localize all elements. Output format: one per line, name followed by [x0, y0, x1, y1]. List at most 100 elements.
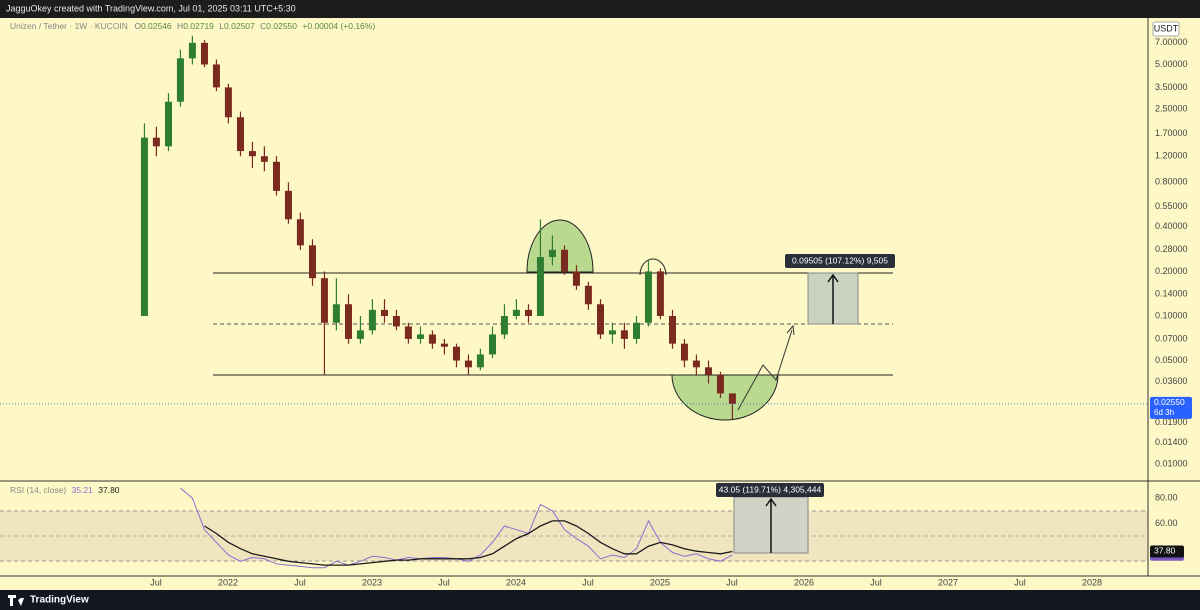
candle-body	[692, 360, 700, 368]
candle-body	[572, 271, 580, 286]
candle-body	[224, 87, 232, 118]
arrow-head	[786, 324, 795, 336]
candle-body	[644, 271, 652, 323]
rsi-tick-label: 60.00	[1155, 518, 1178, 528]
y-tick-label: 0.03600	[1155, 376, 1188, 386]
y-tick-label: 0.14000	[1155, 289, 1188, 299]
candle-body	[536, 257, 544, 316]
candle-body	[188, 42, 196, 59]
candle-body	[476, 354, 484, 368]
x-tick-label: 2028	[1082, 577, 1102, 587]
candle-body	[416, 334, 424, 339]
arrow-head	[827, 273, 839, 283]
y-tick-label: 3.50000	[1155, 82, 1188, 92]
author-line: JagguOkey created with TradingView.com, …	[6, 3, 296, 13]
rsi-badge	[1150, 545, 1184, 558]
x-tick-label: Jul	[294, 577, 306, 587]
x-tick-label: 2023	[362, 577, 382, 587]
y-tick-label: 0.01900	[1155, 417, 1188, 427]
candle-body	[596, 304, 604, 335]
currency-box	[1152, 21, 1180, 37]
x-tick-label: 2025	[650, 577, 670, 587]
top-bar	[0, 0, 1200, 18]
y-tick-label: 7.00000	[1155, 37, 1188, 47]
x-tick-label: Jul	[150, 577, 162, 587]
rsi-title: RSI (14, close)	[10, 485, 66, 495]
candle-body	[404, 326, 412, 339]
candle-body	[428, 334, 436, 344]
ma-readout: 37.80	[98, 485, 120, 495]
y-tick-label: 0.20000	[1155, 266, 1188, 276]
y-tick-label: 0.05000	[1155, 355, 1188, 365]
candle-body	[296, 219, 304, 246]
y-tick-label: 1.20000	[1155, 151, 1188, 161]
candle-body	[164, 101, 172, 147]
measure-label: 0.09505 (107.12%) 9,505	[792, 255, 888, 265]
candle-body	[308, 245, 316, 279]
y-tick-label: 0.07000	[1155, 333, 1188, 343]
rsi-line	[204, 520, 733, 566]
x-tick-label: Jul	[1014, 577, 1026, 587]
candle-body	[392, 315, 400, 327]
candle-body	[212, 64, 220, 88]
candle-body	[668, 315, 676, 344]
candle-body	[464, 360, 472, 368]
candle-body	[716, 374, 724, 394]
x-tick-label: Jul	[438, 577, 450, 587]
measure-label: 43.05 (119.71%) 4,305,444	[719, 484, 822, 494]
drawing-arc	[639, 258, 667, 276]
y-tick-label: 0.01000	[1155, 458, 1188, 468]
candle-body	[680, 343, 688, 361]
candle-body	[632, 322, 640, 339]
rsi-badge-label: 37.80	[1154, 546, 1176, 556]
readout-value: 0.02550	[266, 21, 297, 31]
countdown: 6d 3h	[1154, 408, 1174, 417]
change: +0.00004 (+0.16%)	[302, 21, 375, 31]
arrow-head	[765, 497, 777, 507]
y-tick-label: 2.50000	[1155, 103, 1188, 113]
projection-arrow	[737, 329, 793, 411]
candle-body	[248, 151, 256, 157]
measure-label-box	[785, 254, 895, 268]
candle-body	[452, 346, 460, 361]
measure-label-box	[716, 483, 824, 497]
candle-body	[332, 304, 340, 323]
readout-value: 0.02507	[224, 21, 255, 31]
readout-value: 0.02546	[141, 21, 172, 31]
currency: USDT	[1154, 23, 1179, 33]
footer-brand: TradingView	[30, 595, 89, 606]
candle-body	[152, 137, 160, 147]
y-tick-label: 5.00000	[1155, 59, 1188, 69]
symbol: Unizen / Tether · 1W · KUCOIN	[10, 21, 128, 31]
candle-body	[140, 137, 148, 316]
rsi-tick-label: 80.00	[1155, 493, 1178, 503]
candle-body	[380, 309, 388, 316]
candle-body	[200, 42, 208, 65]
candle-body	[584, 285, 592, 305]
y-tick-label: 0.01400	[1155, 437, 1188, 447]
y-tick-label: 0.55000	[1155, 201, 1188, 211]
candle-body	[560, 249, 568, 272]
candle-body	[608, 330, 616, 335]
last-price-badge	[1150, 396, 1192, 419]
candle-body	[356, 330, 364, 339]
candle-body	[440, 343, 448, 347]
candle-body	[704, 367, 712, 375]
candle-body	[320, 278, 328, 323]
readout-key: H	[177, 21, 183, 31]
logo-icon	[8, 595, 24, 606]
y-tick-label: 0.80000	[1155, 177, 1188, 187]
candle-body	[272, 161, 280, 191]
candle-body	[524, 309, 532, 316]
last-price-label: 0.02550	[1154, 397, 1185, 407]
y-tick-label: 0.28000	[1155, 244, 1188, 254]
rsi-legend: RSI (14, close) 35.21 37.80	[10, 485, 120, 495]
candle-body	[500, 315, 508, 335]
y-tick-label: 0.40000	[1155, 221, 1188, 231]
bottom-bar	[0, 590, 1200, 610]
readout-value: 0.02719	[183, 21, 214, 31]
candle-body	[344, 304, 352, 339]
y-tick-label: 0.10000	[1155, 310, 1188, 320]
candle-body	[656, 271, 664, 316]
